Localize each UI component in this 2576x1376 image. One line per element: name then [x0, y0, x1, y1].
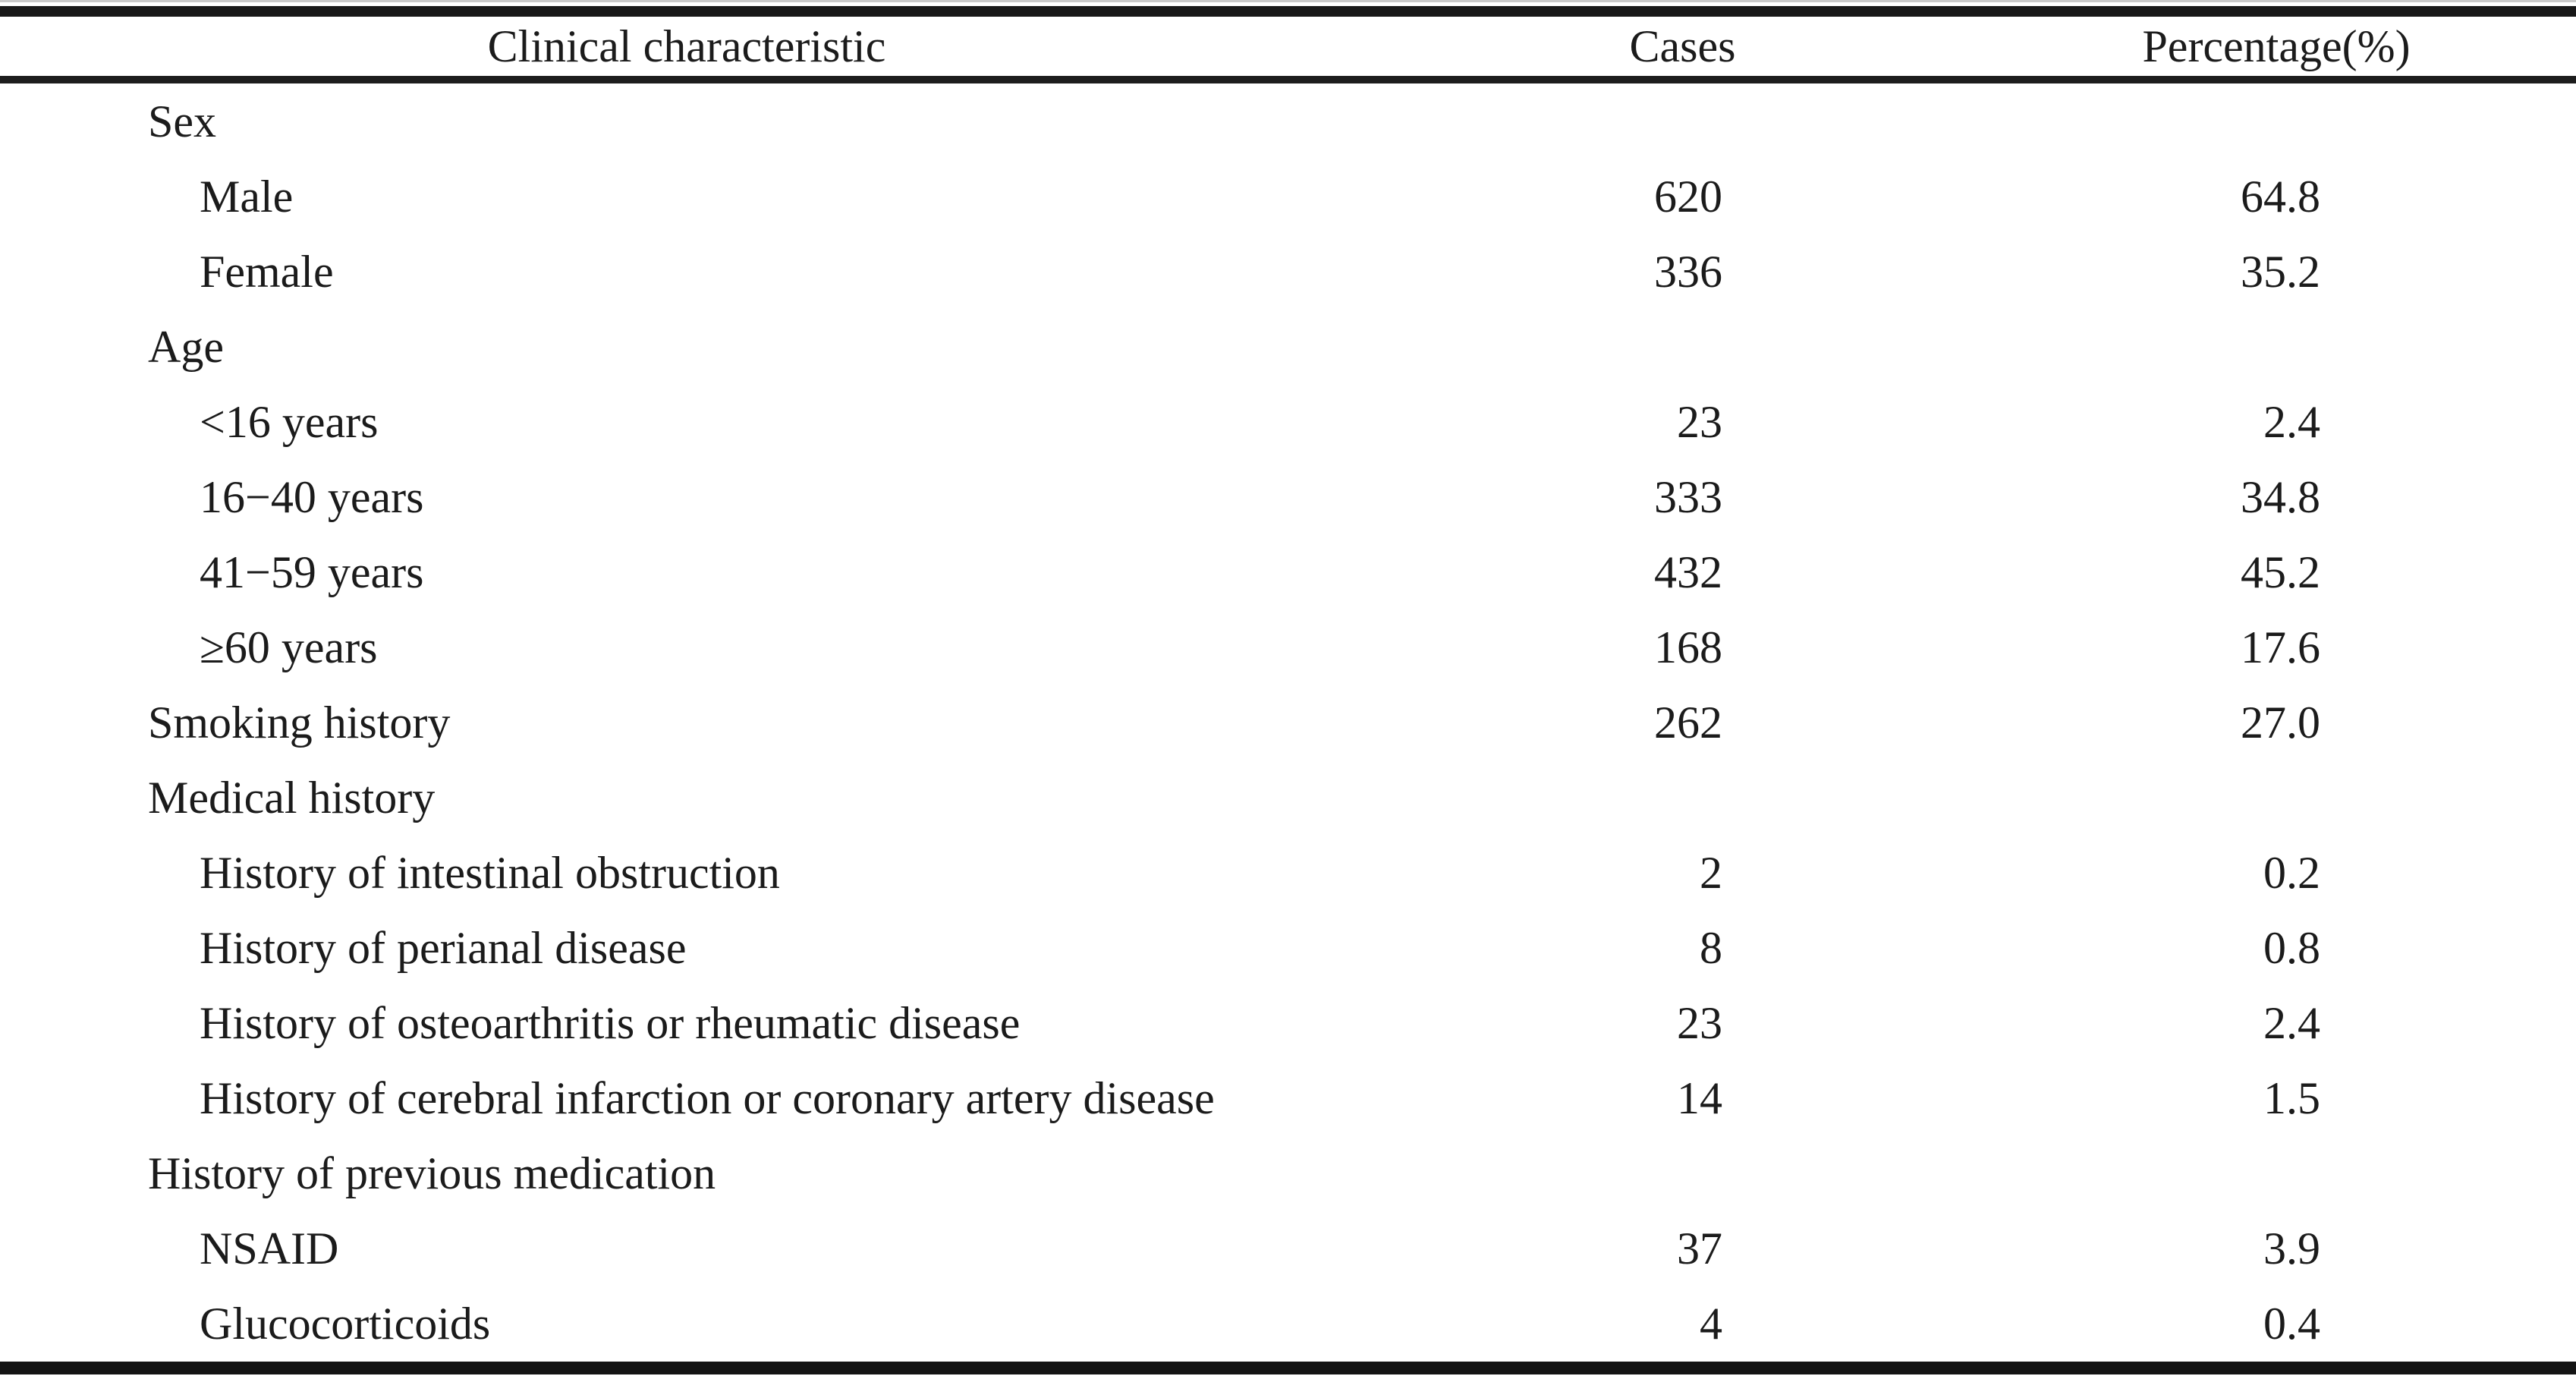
table-row: 16−40 years 333 34.8: [0, 459, 2576, 534]
row-cases-value: 23: [1677, 997, 1722, 1048]
table-row: History of cerebral infarction or corona…: [0, 1060, 2576, 1135]
table-row: NSAID 37 3.9: [0, 1211, 2576, 1286]
row-label: Glucocorticoids: [200, 1298, 491, 1349]
row-percentage-value: 34.8: [2241, 471, 2320, 522]
header-cases: Cases: [1629, 21, 1736, 71]
row-percentage-value: 0.8: [2263, 922, 2320, 973]
row-cases-value: 262: [1654, 697, 1722, 748]
row-cases-value: 168: [1654, 622, 1722, 672]
row-label: 16−40 years: [200, 471, 424, 522]
header-clinical-characteristic: Clinical characteristic: [487, 21, 886, 71]
row-cases-value: 2: [1700, 847, 1722, 898]
row-cases-value: 4: [1700, 1298, 1722, 1349]
row-cases-value: 432: [1654, 546, 1722, 597]
table-row: History of previous medication: [0, 1135, 2576, 1211]
header-percentage: Percentage(%): [2142, 21, 2411, 71]
table-row: Glucocorticoids 4 0.4: [0, 1286, 2576, 1361]
row-percentage-value: 35.2: [2241, 246, 2320, 297]
row-percentage-value: 45.2: [2241, 546, 2320, 597]
table-row: Medical history: [0, 760, 2576, 835]
row-cases-value: 37: [1677, 1223, 1722, 1274]
row-percentage-value: 0.2: [2263, 847, 2320, 898]
table-row: History of intestinal obstruction 2 0.2: [0, 835, 2576, 910]
row-label: History of previous medication: [148, 1148, 716, 1198]
row-label: NSAID: [200, 1223, 339, 1274]
row-label: Smoking history: [148, 697, 451, 748]
row-label: 41−59 years: [200, 546, 424, 597]
table-row: Female 336 35.2: [0, 234, 2576, 309]
row-percentage-value: 0.4: [2263, 1298, 2320, 1349]
table-row: Sex: [0, 83, 2576, 159]
table-row: Male 620 64.8: [0, 159, 2576, 234]
row-percentage-value: 3.9: [2263, 1223, 2320, 1274]
row-percentage-value: 17.6: [2241, 622, 2320, 672]
table-bottom-rule: [0, 1362, 2576, 1374]
row-label: Male: [200, 171, 294, 222]
row-percentage-value: 1.5: [2263, 1072, 2320, 1123]
row-label: Medical history: [148, 772, 436, 823]
row-label: History of cerebral infarction or corona…: [200, 1072, 1215, 1123]
table-row: 41−59 years 432 45.2: [0, 534, 2576, 609]
table-row: Smoking history 262 27.0: [0, 685, 2576, 760]
table-row: ≥60 years 168 17.6: [0, 609, 2576, 685]
table-row: History of perianal disease 8 0.8: [0, 910, 2576, 985]
row-label: History of perianal disease: [200, 922, 687, 973]
table-top-rule: [0, 6, 2576, 17]
scan-edge-hairline: [0, 0, 2576, 2]
row-cases-value: 336: [1654, 246, 1722, 297]
row-cases-value: 620: [1654, 171, 1722, 222]
table-row: <16 years 23 2.4: [0, 384, 2576, 459]
row-label: ≥60 years: [200, 622, 378, 672]
row-label: History of intestinal obstruction: [200, 847, 780, 898]
table-row: History of osteoarthritis or rheumatic d…: [0, 985, 2576, 1060]
row-percentage-value: 2.4: [2263, 396, 2320, 447]
row-cases-value: 333: [1654, 471, 1722, 522]
row-percentage-value: 64.8: [2241, 171, 2320, 222]
row-label: Female: [200, 246, 334, 297]
row-percentage-value: 2.4: [2263, 997, 2320, 1048]
row-cases-value: 14: [1677, 1072, 1722, 1123]
row-label: Age: [148, 321, 224, 372]
row-cases-value: 23: [1677, 396, 1722, 447]
table-row: Age: [0, 309, 2576, 384]
row-cases-value: 8: [1700, 922, 1722, 973]
row-label: History of osteoarthritis or rheumatic d…: [200, 997, 1021, 1048]
table-header-rule: [0, 76, 2576, 83]
table-body: Sex Male 620 64.8 Female 336 35.2 Age <1…: [0, 83, 2576, 1361]
row-label: Sex: [148, 96, 216, 146]
row-percentage-value: 27.0: [2241, 697, 2320, 748]
row-label: <16 years: [200, 396, 379, 447]
table-header-row: Clinical characteristic Cases Percentage…: [0, 17, 2576, 76]
